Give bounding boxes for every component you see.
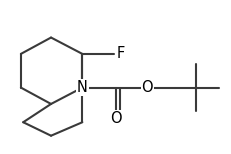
Text: N: N — [77, 80, 87, 95]
Text: O: O — [141, 80, 152, 95]
Text: O: O — [110, 111, 121, 126]
Text: F: F — [116, 46, 124, 61]
